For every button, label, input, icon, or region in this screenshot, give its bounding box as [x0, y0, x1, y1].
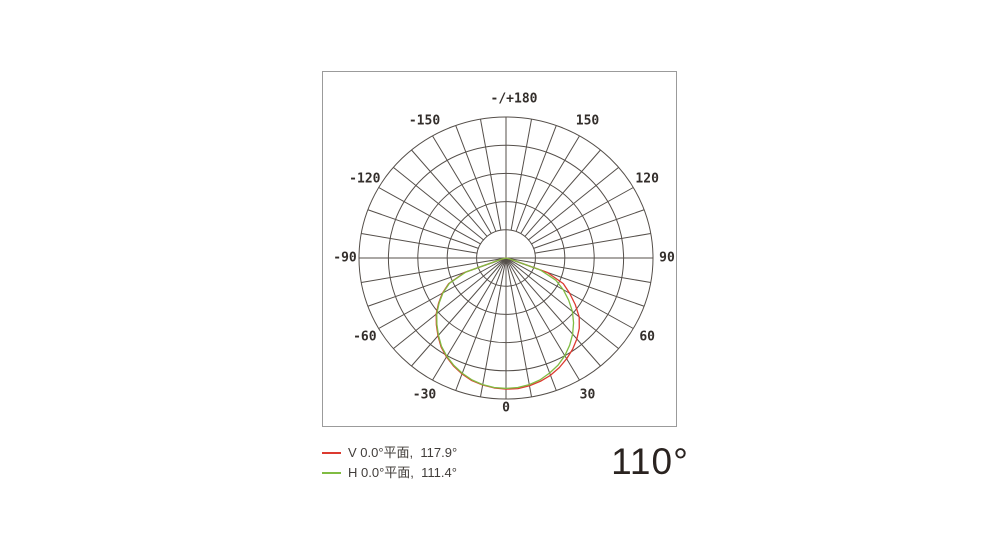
angle-label: 60 — [639, 329, 655, 345]
grid-line — [367, 209, 479, 249]
polar-chart-frame: -/+180 150 120 90 60 30 0 -30 -60 -90 -120 -150 — [322, 71, 677, 427]
angle-label: -120 — [349, 171, 381, 187]
grid-line — [505, 257, 651, 283]
angle-label: -150 — [408, 113, 441, 129]
grid-line — [520, 135, 580, 234]
grid-line — [524, 149, 601, 237]
grid-line — [361, 257, 507, 283]
grid-line — [505, 257, 619, 350]
angle-label: 90 — [659, 250, 675, 266]
grid-line — [479, 257, 507, 397]
beam-angle-value: 110° — [611, 441, 689, 482]
v-plane-line-swatch — [322, 452, 341, 454]
h-plane-line-swatch — [322, 472, 341, 474]
angle-label: 120 — [635, 171, 659, 187]
grid-line — [411, 257, 507, 367]
angle-label: 0 — [502, 400, 510, 416]
grid-line — [510, 119, 533, 231]
grid-line — [534, 233, 651, 254]
grid-line — [515, 125, 557, 232]
grid-line — [528, 166, 619, 241]
grid-line — [531, 187, 634, 245]
legend-row-h: H 0.0°平面, 111.4° — [322, 463, 457, 483]
grid-line — [505, 257, 580, 381]
grid-line — [479, 119, 502, 231]
angle-label: 30 — [579, 387, 596, 403]
grid-line — [505, 257, 533, 397]
grid-line — [455, 125, 497, 232]
grid-line — [432, 135, 492, 234]
angle-label: -60 — [353, 329, 377, 345]
grid-line — [505, 257, 601, 367]
angle-label: 150 — [575, 113, 600, 129]
grid-line — [505, 257, 557, 391]
grid-line — [361, 233, 478, 254]
intensity-curve — [436, 257, 575, 390]
grid-line — [393, 166, 484, 241]
grid-line — [411, 149, 488, 237]
v-plane-legend-label: V 0.0°平面, 117.9° — [348, 445, 458, 460]
legend-row-v: V 0.0°平面, 117.9° — [322, 443, 457, 463]
grid-line — [533, 209, 645, 249]
grid-line — [393, 257, 507, 350]
grid-line — [432, 257, 507, 381]
angle-label: -90 — [333, 250, 357, 266]
grid-line — [378, 187, 481, 245]
angle-label: -30 — [412, 387, 437, 403]
polar-grid — [358, 116, 654, 400]
angle-label: -/+180 — [490, 91, 538, 107]
legend: V 0.0°平面, 117.9° H 0.0°平面, 111.4° — [322, 443, 457, 483]
h-plane-legend-label: H 0.0°平面, 111.4° — [348, 465, 457, 480]
grid-line — [455, 257, 507, 391]
